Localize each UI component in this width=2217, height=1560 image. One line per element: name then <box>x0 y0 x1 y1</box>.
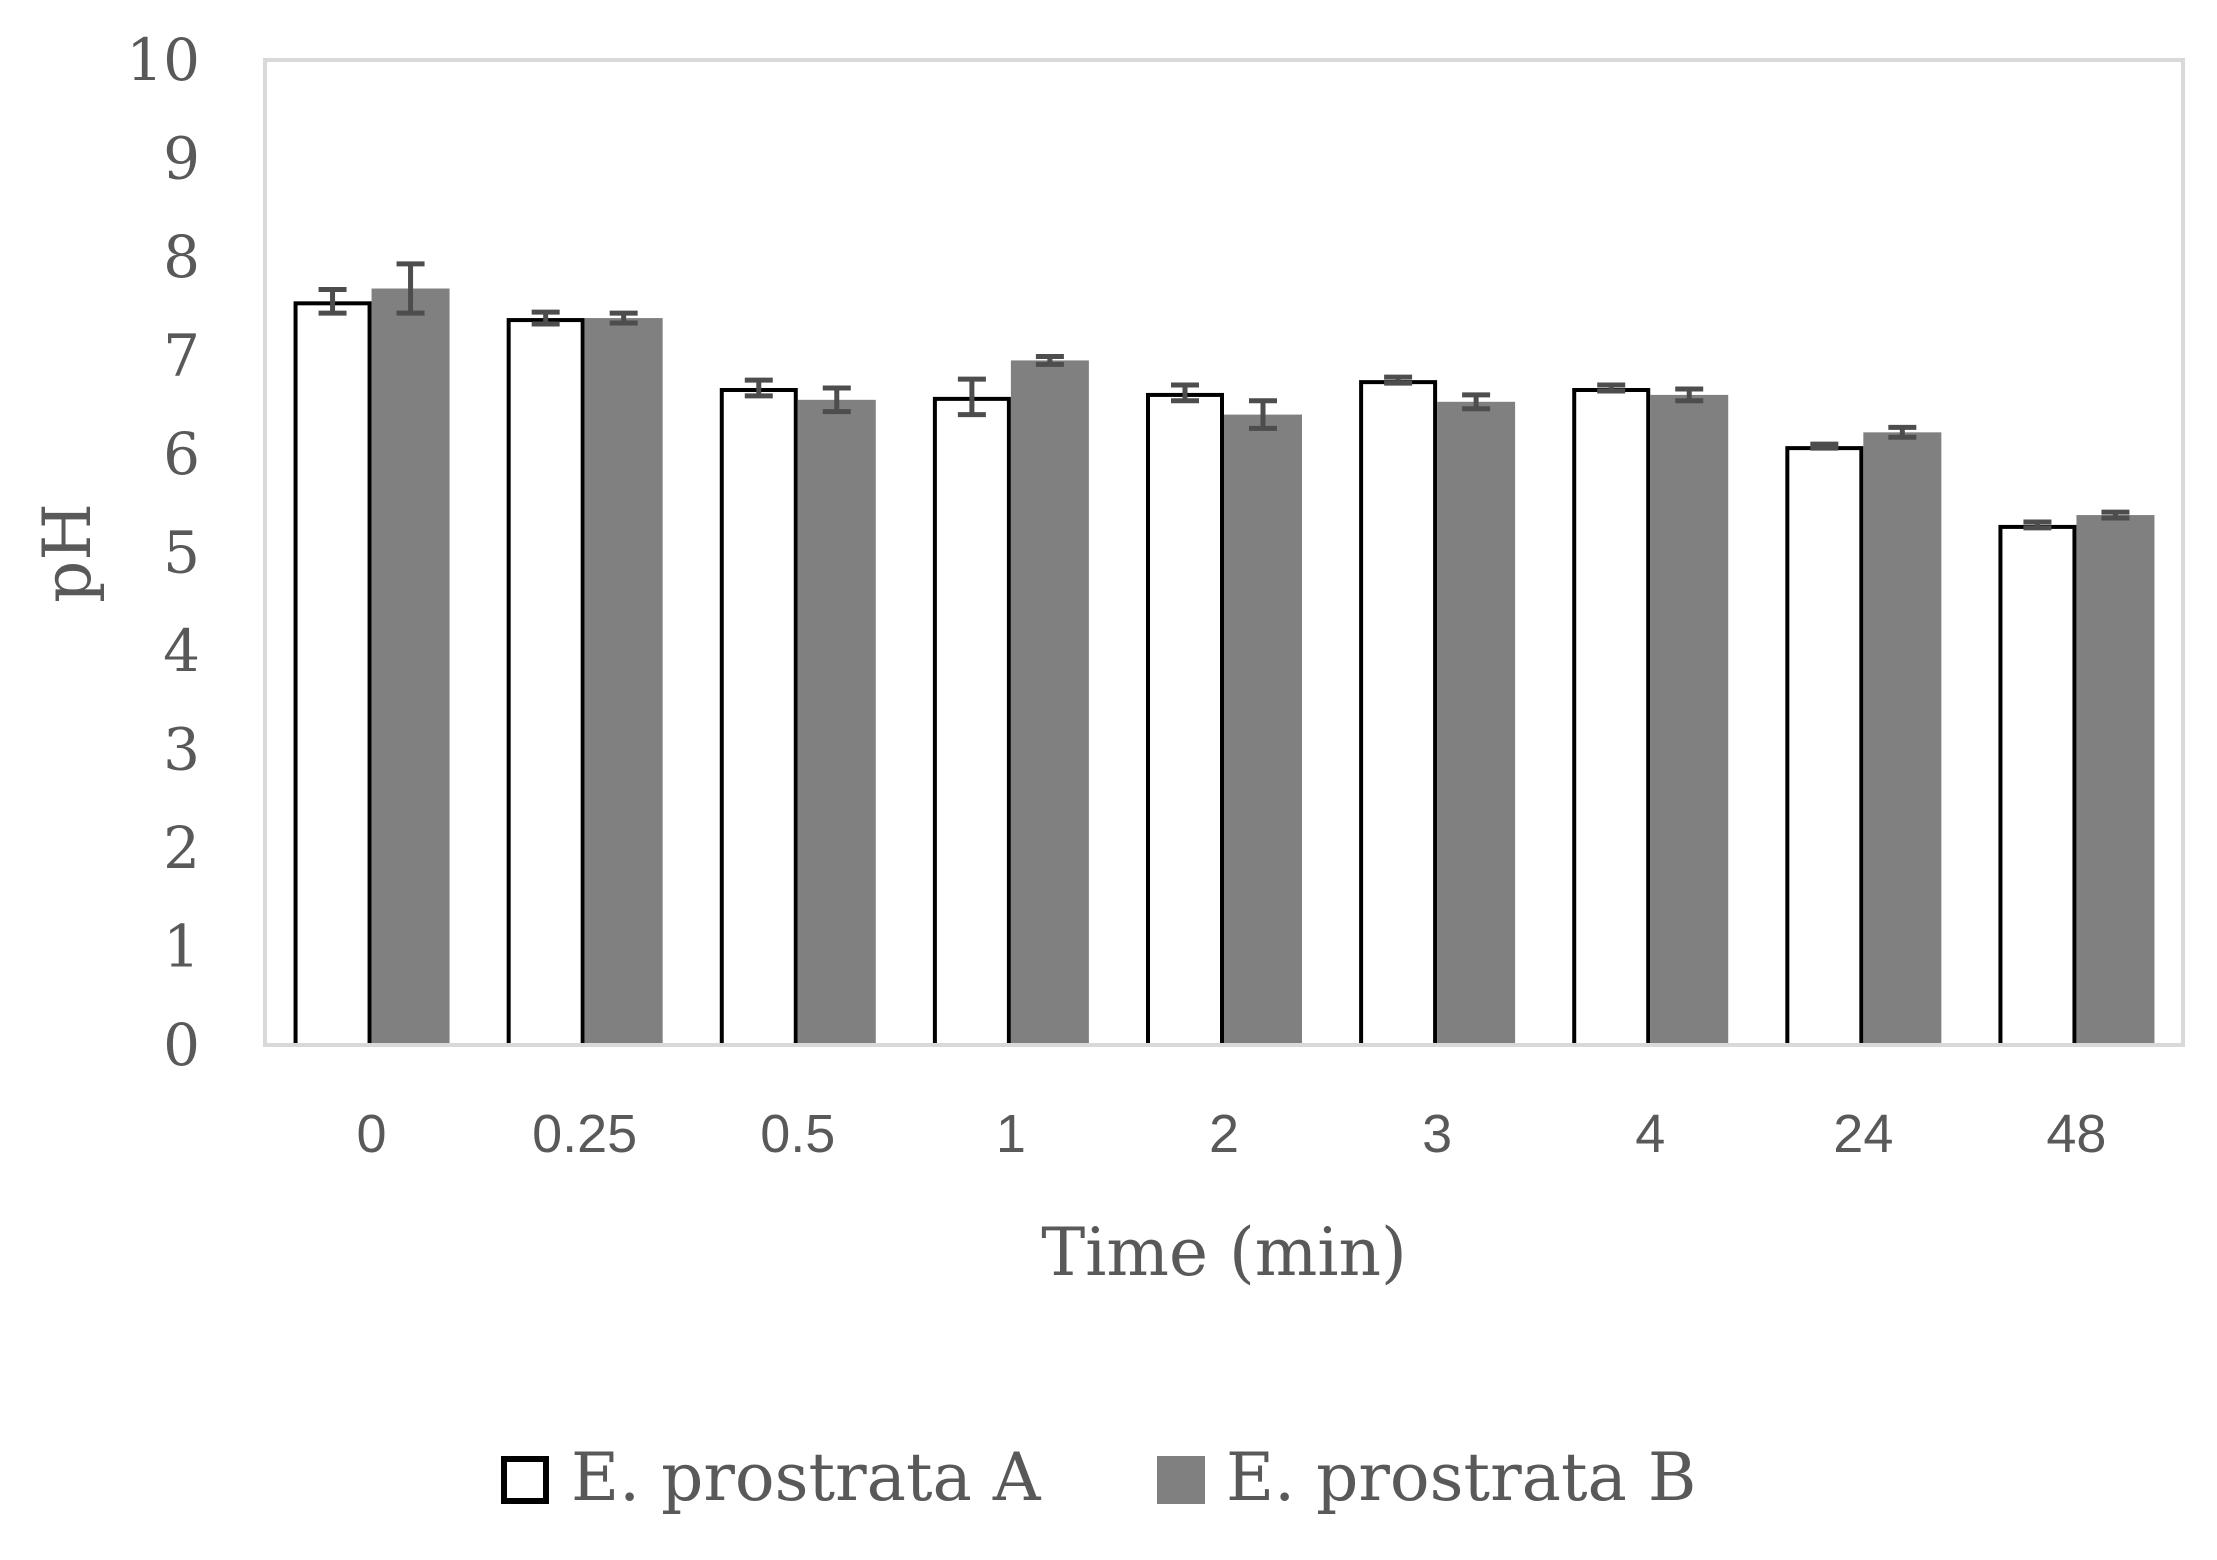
bar-series-a <box>506 318 585 1047</box>
x-tick-label: 0.5 <box>760 1104 835 1164</box>
y-tick-label: 7 <box>163 322 200 390</box>
bar-series-a <box>719 388 798 1047</box>
error-bar-series-a <box>1171 382 1199 404</box>
bar-series-a <box>1572 388 1651 1047</box>
y-tick-label: 10 <box>126 26 200 94</box>
bar-series-a <box>1785 446 1864 1047</box>
error-bar-series-a <box>744 377 773 399</box>
bar-series-a <box>293 301 372 1047</box>
y-axis-ticks: 0 1 2 3 4 5 6 7 8 9 10 <box>126 26 200 1079</box>
bar-series-a <box>1998 524 2077 1047</box>
legend-label-series-a: E. prostrata A <box>571 1439 1042 1516</box>
legend-swatch-series-a <box>501 1456 549 1504</box>
error-bar-series-a <box>1810 441 1839 451</box>
bar-series-b <box>1224 414 1302 1046</box>
error-bar-series-b <box>822 385 851 415</box>
y-tick-label: 9 <box>163 125 200 193</box>
x-tick-label: 24 <box>1833 1104 1893 1164</box>
y-tick-label: 0 <box>163 1011 200 1079</box>
bars-group <box>293 288 2155 1047</box>
bar-series-b <box>2076 515 2155 1045</box>
x-tick-label: 0 <box>357 1104 387 1164</box>
x-tick-label: 3 <box>1422 1104 1452 1164</box>
error-bar-series-a <box>531 309 560 327</box>
error-bar-series-b <box>396 261 425 316</box>
bar-series-b <box>1010 360 1089 1045</box>
bar-series-b <box>371 288 450 1045</box>
legend: E. prostrata A E. prostrata B <box>501 1439 1696 1516</box>
y-tick-label: 8 <box>163 223 200 291</box>
x-tick-label: 0.25 <box>532 1104 637 1164</box>
y-tick-label: 6 <box>163 420 200 488</box>
error-bar-series-b <box>1675 386 1704 404</box>
error-bar-series-b <box>2101 509 2130 521</box>
error-bar-series-a <box>1597 382 1626 394</box>
error-bar-series-b <box>1462 392 1491 412</box>
error-bar-series-a <box>2023 519 2052 531</box>
y-tick-label: 3 <box>163 716 200 784</box>
error-bars-group <box>318 261 2130 531</box>
x-tick-label: 48 <box>2046 1104 2106 1164</box>
bar-series-b <box>1437 401 1516 1045</box>
bar-series-b <box>1650 394 1729 1045</box>
y-tick-label: 2 <box>163 814 200 882</box>
bar-series-a <box>1146 392 1224 1047</box>
bar-series-b <box>1863 432 1942 1046</box>
x-tick-label: 1 <box>996 1104 1026 1164</box>
y-tick-label: 4 <box>163 617 200 685</box>
x-axis-ticks: 0 0.25 0.5 1 2 3 4 24 48 <box>357 1104 2107 1164</box>
error-bar-series-b <box>1249 398 1277 431</box>
error-bar-series-b <box>1888 424 1917 440</box>
x-axis-title: Time (min) <box>1041 1214 1406 1291</box>
bar-series-a <box>932 396 1011 1047</box>
bar-series-b <box>797 399 876 1045</box>
legend-label-series-b: E. prostrata B <box>1226 1439 1696 1516</box>
bar-series-b <box>584 318 663 1045</box>
y-axis-title: pH <box>29 503 106 603</box>
y-tick-label: 1 <box>163 913 200 981</box>
error-bar-series-b <box>1035 353 1064 367</box>
x-tick-label: 4 <box>1635 1104 1665 1164</box>
y-tick-label: 5 <box>163 519 200 587</box>
x-tick-label: 2 <box>1209 1104 1239 1164</box>
error-bar-series-a <box>318 287 347 316</box>
error-bar-series-a <box>1384 374 1413 386</box>
bar-series-a <box>1359 380 1438 1047</box>
error-bar-series-a <box>957 376 986 418</box>
error-bar-series-b <box>609 310 638 326</box>
legend-swatch-series-b <box>1157 1456 1205 1504</box>
